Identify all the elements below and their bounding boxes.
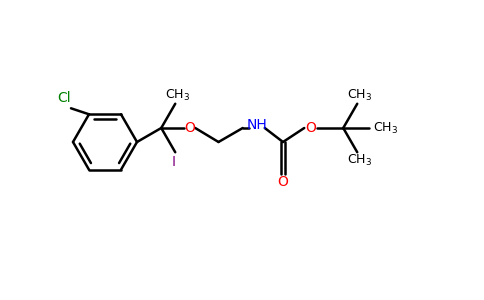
- Text: O: O: [305, 121, 316, 135]
- Text: I: I: [171, 155, 175, 169]
- Text: O: O: [277, 175, 288, 189]
- Text: CH$_3$: CH$_3$: [373, 120, 398, 136]
- Text: CH$_3$: CH$_3$: [347, 153, 372, 168]
- Text: CH$_3$: CH$_3$: [165, 88, 190, 103]
- Text: O: O: [184, 121, 195, 135]
- Text: Cl: Cl: [57, 91, 71, 105]
- Text: CH$_3$: CH$_3$: [347, 88, 372, 103]
- Text: NH: NH: [246, 118, 267, 132]
